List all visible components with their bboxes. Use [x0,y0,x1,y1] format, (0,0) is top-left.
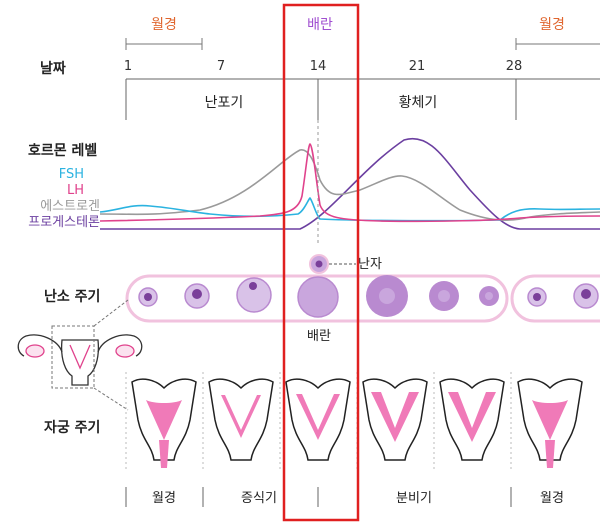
progesterone-curve [100,137,600,230]
hormone-label-progesterone: 프로게스테론 [28,215,100,230]
day-tick-1: 1 [124,59,132,74]
uterus-6-icon [517,378,583,468]
top-label-ovulation: 배란 [307,17,333,33]
follicle-sequence [138,275,599,318]
uterus-sequence [131,378,583,468]
hormone-title: 호르몬 레벨 [28,143,97,159]
uterus-2-icon [208,378,274,461]
hormone-label-estrogen: 에스트로겐 [40,199,100,214]
uterus-phase-menstruation: 월경 [152,491,176,506]
follicle-next-1-egg-icon [533,293,541,301]
uterus-5-icon [439,378,505,461]
follicle-3-icon [236,277,272,313]
egg-label: 난자 [358,257,382,272]
released-egg-nucleus-icon [315,260,323,268]
phase-brackets [125,78,600,120]
phase-luteal: 황체기 [399,95,438,111]
ovary-row-label: 난소 주기 [44,288,100,305]
lh-curve [99,143,600,223]
uterus-phase-secretory: 분비기 [396,491,432,506]
fsh-curve [99,197,600,222]
uterus-4-icon [362,378,428,461]
day-tick-21: 21 [409,59,426,74]
top-label-menstruation-left: 월경 [151,17,177,33]
uterus-1-icon [131,378,197,468]
hormone-curves [99,137,600,230]
estrogen-curve [99,149,600,221]
top-brackets [125,38,600,50]
ovary-ovulation-label: 배란 [307,329,331,344]
uterus-phase-menstruation-next: 월경 [540,491,564,506]
ovulation-highlight-box [282,3,360,522]
uterus-phase-proliferative: 증식기 [241,491,277,506]
day-tick-28: 28 [506,59,523,74]
day-tick-7: 7 [217,59,225,74]
follicle-2-egg-icon [192,289,202,299]
uterus-row-label: 자궁 주기 [44,420,100,436]
hormone-label-fsh: FSH [59,167,84,182]
corpus-luteum-2-core-icon [438,290,450,302]
top-label-menstruation-right: 월경 [539,17,565,33]
corpus-luteum-3-core-icon [485,292,493,300]
hormone-label-lh: LH [67,183,84,198]
phase-follicular: 난포기 [205,95,244,111]
follicle-4-icon [297,276,339,318]
follicle-1-egg-icon [144,293,152,301]
reproductive-system-icon [17,299,143,411]
uterus-3-icon [285,378,351,461]
follicle-next-2-egg-icon [581,289,591,299]
day-ticks: 1 7 14 21 28 [124,59,522,74]
day-tick-14: 14 [310,59,327,74]
days-row-label: 날짜 [40,61,66,77]
follicle-3-egg-icon [249,282,257,290]
corpus-luteum-1-core-icon [379,288,395,304]
uterus-phase-brackets [125,487,512,507]
